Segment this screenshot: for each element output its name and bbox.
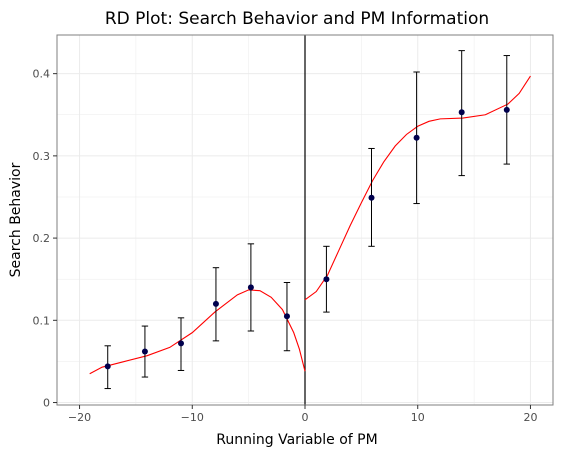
x-tick-label: −20 <box>68 411 91 424</box>
y-tick-label: 0.3 <box>33 150 51 163</box>
x-tick-label: 0 <box>302 411 309 424</box>
x-tick-label: −10 <box>181 411 204 424</box>
x-tick-label: 10 <box>411 411 425 424</box>
y-tick-label: 0.1 <box>33 314 51 327</box>
data-point <box>178 340 184 346</box>
data-point <box>414 135 420 141</box>
data-point <box>459 109 465 115</box>
y-tick-label: 0.2 <box>33 232 51 245</box>
data-point <box>142 349 148 355</box>
x-axis-ticks: −20 −10 0 10 20 <box>68 405 538 424</box>
data-point <box>284 313 290 319</box>
y-tick-label: 0.4 <box>33 68 51 81</box>
x-tick-label: 20 <box>523 411 537 424</box>
y-axis-title: Search Behavior <box>8 162 24 277</box>
y-tick-label: 0 <box>43 397 50 410</box>
data-point <box>323 276 329 282</box>
x-axis-title: Running Variable of PM <box>216 432 377 448</box>
data-point <box>105 363 111 369</box>
data-point <box>213 301 219 307</box>
y-axis-ticks: 0 0.1 0.2 0.3 0.4 <box>33 68 58 410</box>
chart-title: RD Plot: Search Behavior and PM Informat… <box>105 9 489 29</box>
data-point <box>369 195 375 201</box>
data-point <box>504 107 510 113</box>
data-point <box>248 284 254 290</box>
